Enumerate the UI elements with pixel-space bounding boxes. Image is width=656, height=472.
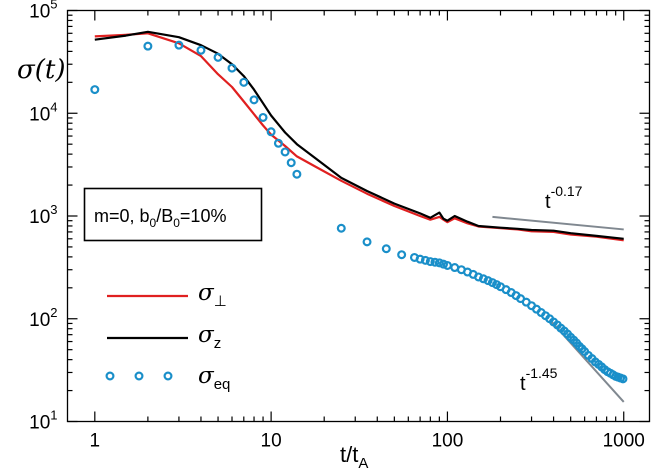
data-point	[258, 112, 268, 122]
data-point	[381, 244, 391, 254]
data-point	[213, 52, 223, 62]
data-point	[249, 95, 259, 105]
data-point	[397, 250, 407, 260]
legend: σ⊥ σz σeq	[105, 280, 230, 393]
data-point	[415, 254, 425, 264]
data-point	[90, 85, 100, 95]
data-point	[143, 41, 153, 51]
y-tick-label: 103	[29, 202, 57, 228]
data-point	[336, 223, 346, 233]
data-point	[174, 40, 184, 50]
legend-label: σeq	[198, 363, 230, 393]
data-point	[239, 77, 249, 87]
data-point	[273, 138, 283, 148]
x-tick-label: 10	[261, 431, 282, 452]
data-point	[420, 255, 430, 265]
data-point	[618, 374, 628, 384]
x-axis-label: t/tA	[340, 442, 368, 472]
x-tick-label: 100	[432, 431, 464, 452]
reference-label: t-0.17	[545, 183, 583, 213]
tick-labels: 1 10 100 1000 101 102 103 104 105	[29, 0, 645, 452]
data-point	[430, 257, 440, 267]
series-layer	[90, 30, 628, 384]
y-tick-label: 105	[29, 0, 57, 23]
legend-marker	[105, 371, 115, 381]
y-tick-label: 102	[29, 305, 57, 331]
annotation-box	[83, 187, 263, 242]
x-tick-label: 1000	[603, 431, 645, 452]
reference-line	[492, 215, 624, 231]
x-tick-label: 1	[90, 431, 101, 452]
annotation-text: m=0, b0/B0=10%	[94, 206, 226, 230]
legend-marker	[134, 371, 144, 381]
legend-marker	[163, 371, 173, 381]
data-point	[478, 274, 488, 284]
data-point	[227, 63, 237, 73]
axis-ticks	[67, 9, 650, 423]
y-tick-label: 101	[29, 408, 57, 434]
data-point	[362, 237, 372, 247]
data-point	[434, 258, 444, 268]
y-axis-label: σ(t)	[17, 55, 65, 85]
data-point	[473, 272, 483, 282]
legend-label: σz	[198, 322, 221, 352]
data-point	[425, 257, 435, 267]
x-axis-label-sub: A	[358, 455, 368, 472]
data-point	[280, 147, 290, 157]
data-point	[483, 276, 493, 286]
data-point	[292, 169, 302, 179]
data-point	[196, 45, 206, 55]
data-point	[266, 127, 276, 137]
data-point	[286, 158, 296, 168]
y-tick-label: 104	[29, 99, 57, 125]
legend-label: σ⊥	[198, 280, 227, 310]
reference-label: t-1.45	[520, 365, 558, 395]
